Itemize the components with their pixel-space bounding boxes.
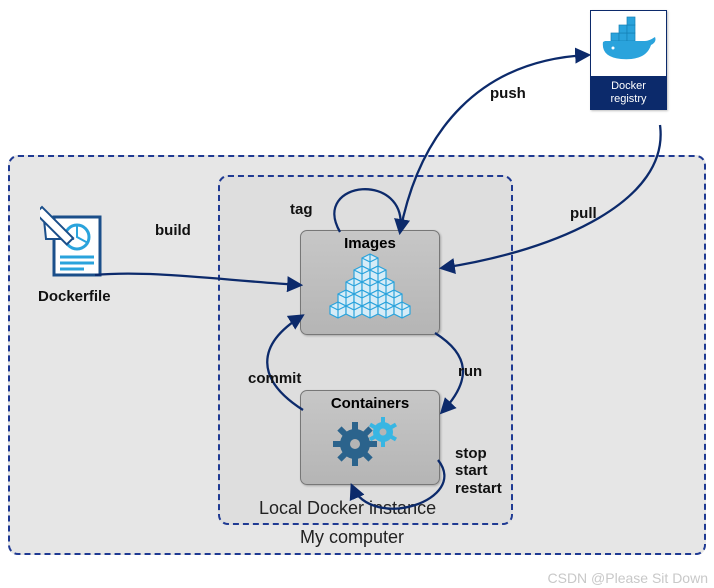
diagram-stage: My computer Local Docker instance Docker…: [0, 0, 714, 588]
images-node: Images: [300, 230, 440, 335]
edge-label-build: build: [155, 222, 191, 239]
containers-node: Containers: [300, 390, 440, 485]
edge-label-pull: pull: [570, 205, 597, 222]
docker-registry-box: Docker registry: [590, 10, 667, 110]
edge-label-push: push: [490, 85, 526, 102]
docker-whale-icon: [591, 11, 666, 71]
edge-label-commit: commit: [248, 370, 301, 387]
local-docker-instance-label: Local Docker instance: [259, 498, 436, 519]
dockerfile-icon: [40, 205, 118, 288]
docker-registry-label: Docker registry: [591, 76, 666, 109]
edge-label-run: run: [458, 363, 482, 380]
edge-label-lifecycle: stop start restart: [455, 445, 502, 497]
dockerfile-label: Dockerfile: [38, 288, 111, 305]
edge-label-tag: tag: [290, 201, 313, 218]
containers-title: Containers: [301, 391, 439, 412]
cubes-icon: [320, 252, 420, 320]
my-computer-label: My computer: [300, 527, 404, 548]
watermark-text: CSDN @Please Sit Down: [548, 570, 709, 586]
images-title: Images: [301, 231, 439, 252]
gears-icon: [325, 412, 415, 472]
